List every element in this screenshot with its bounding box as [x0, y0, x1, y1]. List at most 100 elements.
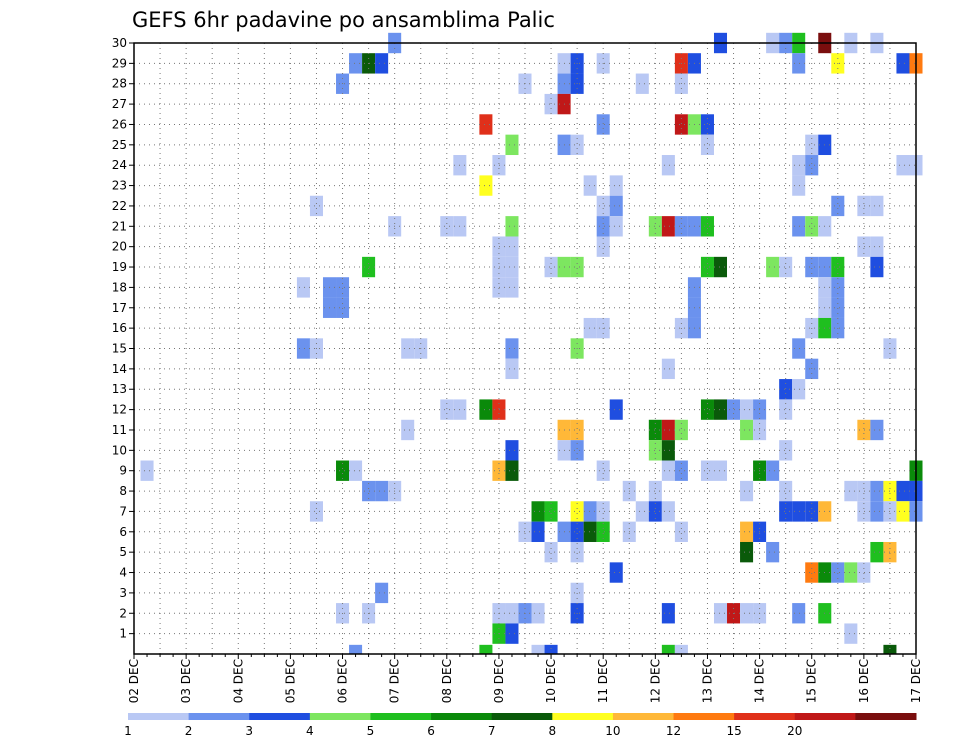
colorbar-label: 1 [124, 724, 132, 738]
heatmap-cell [609, 216, 623, 237]
heatmap-cell [792, 53, 806, 74]
heatmap-cell [375, 582, 389, 604]
heatmap-cell [896, 155, 910, 176]
y-tick-label: 17 [112, 301, 127, 315]
heatmap-cell [596, 195, 610, 217]
heatmap-cell [505, 338, 519, 359]
heatmap-cell [531, 603, 545, 624]
heatmap-cell [492, 277, 506, 298]
heatmap-cell [492, 236, 506, 257]
x-tick-label: 07 DEC [388, 659, 402, 703]
heatmap-cell [661, 216, 675, 237]
colorbar-swatch [673, 713, 735, 720]
x-axis-date-labels: 02 DEC 03 DEC 04 DEC 05 DEC 06 DEC 07 DEC 08 D… [127, 654, 923, 703]
heatmap-cell [596, 521, 610, 542]
heatmap-cell [792, 216, 806, 237]
heatmap-cell [870, 501, 884, 522]
heatmap-cell [857, 236, 871, 257]
heatmap-cell [857, 562, 871, 583]
heatmap-cell [674, 521, 688, 542]
heatmap-cell [349, 53, 363, 74]
heatmap-cell [661, 501, 675, 522]
heatmap-cell [609, 562, 623, 583]
y-axis-member-labels: 1234567891011121314151617181920212223242… [112, 36, 134, 641]
x-tick-label: 12 DEC [648, 659, 662, 703]
x-tick-label: 05 DEC [283, 659, 297, 703]
colorbar-label: 20 [787, 724, 802, 738]
heatmap-cell [870, 480, 884, 502]
heatmap-cell [661, 440, 675, 461]
heatmap-cell [479, 175, 493, 196]
colorbar-swatch [491, 713, 553, 720]
x-tick-label: 15 DEC [805, 659, 819, 703]
y-tick-label: 2 [119, 606, 127, 620]
colorbar-swatch [128, 713, 190, 720]
heatmap-cell [713, 399, 728, 420]
y-tick-label: 18 [112, 280, 127, 294]
heatmap-cell [857, 195, 871, 217]
heatmap-cell [440, 216, 454, 237]
y-tick-label: 3 [119, 586, 127, 600]
heatmap-cell [805, 155, 819, 176]
heatmap-cell [596, 114, 610, 135]
x-tick-label: 09 DEC [492, 659, 506, 703]
heatmap-cell [792, 155, 806, 176]
y-tick-label: 10 [112, 443, 127, 457]
heatmap-cell [531, 521, 545, 542]
heatmap-cell [779, 440, 793, 461]
colorbar-label: 12 [666, 724, 681, 738]
heatmap-cell [596, 460, 610, 481]
y-tick-label: 15 [112, 342, 127, 356]
colorbar-swatch [612, 713, 675, 720]
heatmap-cell [505, 358, 519, 380]
heatmap-cell [831, 277, 845, 298]
colorbar-label: 7 [488, 724, 496, 738]
heatmap-cell [570, 501, 584, 522]
heatmap-cell [792, 379, 806, 400]
heatmap-cell [661, 644, 675, 655]
heatmap-cell [544, 644, 558, 655]
heatmap-cell [596, 236, 610, 257]
heatmap-cell [740, 480, 754, 502]
x-tick-label: 14 DEC [753, 659, 767, 703]
heatmap-cell [740, 399, 754, 420]
x-tick-label: 11 DEC [596, 659, 610, 703]
colorbar-label: 6 [427, 724, 435, 738]
y-tick-label: 26 [112, 117, 127, 131]
y-tick-label: 6 [119, 525, 127, 539]
heatmap-cell [648, 501, 662, 522]
heatmap-cell [309, 501, 323, 522]
heatmap-cell [857, 419, 871, 441]
heatmap-cell [870, 236, 884, 257]
heatmap-cell [674, 644, 688, 655]
y-tick-label: 14 [112, 362, 127, 376]
heatmap-cell [544, 501, 558, 522]
heatmap-cell [583, 521, 597, 542]
heatmap-cell [713, 256, 728, 278]
x-tick-label: 04 DEC [231, 659, 245, 703]
colorbar-swatch [188, 713, 250, 720]
heatmap-cell [779, 399, 793, 420]
heatmap-cell [479, 114, 493, 135]
heatmap-cell [805, 134, 819, 156]
heatmap-cell [870, 541, 884, 563]
heatmap-cell [648, 419, 662, 441]
y-tick-label: 11 [112, 423, 127, 437]
y-tick-label: 22 [112, 199, 127, 213]
colorbar-swatch [734, 713, 796, 720]
colorbar-label: 8 [548, 724, 556, 738]
heatmap-cell [700, 399, 714, 420]
heatmap-cell [779, 379, 793, 400]
x-tick-label: 06 DEC [336, 659, 350, 703]
heatmap-cell [727, 399, 741, 420]
heatmap-cell [805, 256, 819, 278]
heatmap-cell [740, 541, 754, 563]
heatmap-cell [492, 256, 506, 278]
colorbar-swatch [794, 713, 856, 720]
heatmap-cell [505, 134, 519, 156]
heatmap-cell [896, 480, 910, 502]
heatmap-cell [570, 541, 584, 563]
heatmap-cell [700, 114, 714, 135]
heatmap-cell [883, 644, 897, 655]
